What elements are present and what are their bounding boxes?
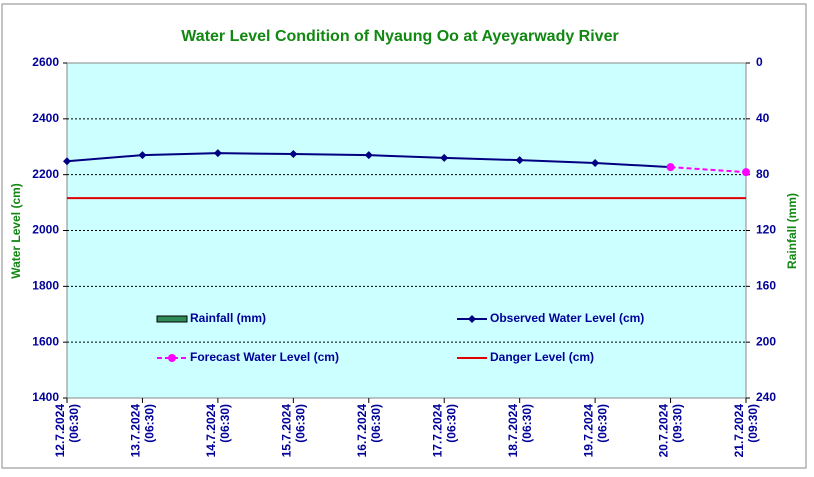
- y2-tick-label: 40: [756, 111, 770, 125]
- legend-marker: [468, 315, 476, 323]
- x-tick-label: (06:30): [444, 404, 458, 443]
- legend-label: Danger Level (cm): [490, 350, 594, 364]
- y-tick-label: 2400: [32, 111, 59, 125]
- y2-tick-label: 120: [756, 223, 776, 237]
- x-tick-label: 13.7.2024: [129, 404, 143, 458]
- x-tick-label: 15.7.2024: [280, 404, 294, 458]
- x-tick-label: (09:30): [671, 404, 685, 443]
- y-tick-label: 2000: [32, 223, 59, 237]
- x-tick-label: (06:30): [218, 404, 232, 443]
- series-line: [670, 166, 747, 174]
- legend-label: Observed Water Level (cm): [490, 311, 644, 325]
- y-tick-label: 2600: [32, 55, 59, 69]
- point: [742, 168, 750, 177]
- point: [591, 158, 600, 167]
- y-tick-label: 1800: [32, 279, 59, 293]
- y-tick-label: 2200: [32, 167, 59, 181]
- y2-tick-label: 160: [756, 279, 776, 293]
- x-tick-label: 14.7.2024: [204, 404, 218, 458]
- y2-tick-label: 80: [756, 167, 770, 181]
- y2-axis-label: Rainfall (mm): [785, 193, 799, 269]
- x-tick-label: 18.7.2024: [506, 404, 520, 458]
- point: [666, 163, 675, 172]
- x-tick-label: (06:30): [67, 404, 81, 443]
- legend-marker: [168, 354, 176, 362]
- legend-label: Rainfall (mm): [190, 311, 266, 325]
- x-tick-label: 19.7.2024: [581, 404, 595, 458]
- y2-tick-label: 0: [756, 55, 763, 69]
- y-tick-label: 1400: [32, 390, 59, 404]
- x-tick-label: 21.7.2024: [732, 404, 746, 458]
- x-tick-label: (06:30): [369, 404, 383, 443]
- x-tick-label: (06:30): [294, 404, 308, 443]
- y-tick-label: 1600: [32, 334, 59, 348]
- legend-label: Forecast Water Level (cm): [190, 350, 339, 364]
- x-tick-label: (06:30): [143, 404, 157, 443]
- legend-swatch: [156, 315, 188, 323]
- point: [364, 151, 373, 160]
- y2-tick-label: 240: [756, 390, 776, 404]
- point: [440, 153, 449, 162]
- point: [289, 150, 298, 159]
- x-tick-label: 20.7.2024: [657, 404, 671, 458]
- chart-title: Water Level Condition of Nyaung Oo at Ay…: [181, 28, 618, 45]
- x-tick-label: 12.7.2024: [53, 404, 67, 458]
- point: [138, 151, 147, 160]
- x-tick-label: (06:30): [520, 404, 534, 443]
- point: [515, 156, 524, 165]
- x-tick-label: (06:30): [595, 404, 609, 443]
- y-axis-label: Water Level (cm): [9, 183, 23, 279]
- x-tick-label: (09:30): [746, 404, 760, 443]
- y2-tick-label: 200: [756, 334, 776, 348]
- point: [63, 157, 71, 166]
- x-tick-label: 16.7.2024: [355, 404, 369, 458]
- x-tick-label: 17.7.2024: [430, 404, 444, 458]
- point: [213, 149, 222, 158]
